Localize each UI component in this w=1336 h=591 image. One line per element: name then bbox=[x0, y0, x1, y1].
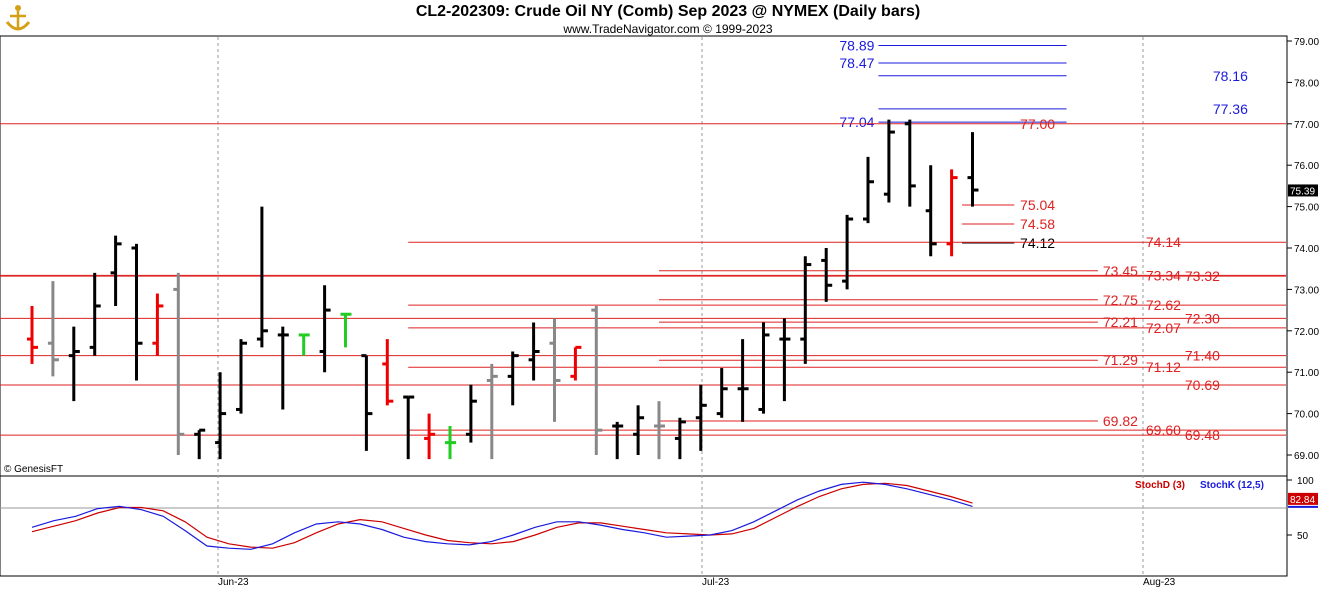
level-label: 73.34 bbox=[1146, 267, 1181, 283]
trade-navigator-logo-icon bbox=[4, 2, 32, 39]
level-label: 75.04 bbox=[1020, 197, 1055, 213]
level-label: 77.00 bbox=[1020, 116, 1055, 132]
stoch-series-line bbox=[31, 481, 973, 550]
level-label: 70.69 bbox=[1185, 377, 1220, 393]
level-label: 78.89 bbox=[839, 38, 874, 54]
gridlines bbox=[0, 37, 1287, 575]
y-tick-label: 72.00 bbox=[1294, 327, 1319, 338]
level-label: 72.62 bbox=[1146, 297, 1181, 313]
level-label: 69.60 bbox=[1146, 422, 1181, 438]
y-tick-label: 79.00 bbox=[1294, 37, 1319, 48]
level-label: 78.47 bbox=[839, 55, 874, 71]
ohlc-bars bbox=[27, 119, 979, 460]
level-label: 73.45 bbox=[1103, 263, 1138, 279]
chart-title: CL2-202309: Crude Oil NY (Comb) Sep 2023… bbox=[415, 3, 921, 20]
level-label: 77.04 bbox=[839, 114, 874, 130]
level-label: 72.07 bbox=[1146, 320, 1181, 336]
y-tick-label: 71.00 bbox=[1294, 368, 1319, 379]
plot-frame bbox=[0, 35, 1288, 577]
level-label: 78.16 bbox=[1213, 68, 1248, 84]
y-tick-label: 76.00 bbox=[1294, 161, 1319, 172]
y-tick-label: 70.00 bbox=[1294, 410, 1319, 421]
x-tick-label: Jul-23 bbox=[702, 577, 730, 588]
last-price-badge bbox=[1288, 184, 1318, 197]
stochd-legend: StochD (3) bbox=[1135, 480, 1185, 491]
level-label: 72.21 bbox=[1103, 314, 1138, 330]
watermark: © GenesisFT bbox=[4, 464, 63, 475]
y-tick-label: 74.00 bbox=[1294, 244, 1319, 255]
y-tick-label: 73.00 bbox=[1294, 285, 1319, 296]
stoch-y-tick-label: 100 bbox=[1297, 476, 1314, 487]
stochastic-panel: 100 50 StochD (3) StochK (12,5) 82.84 bbox=[31, 476, 1318, 550]
level-label: 74.12 bbox=[1020, 235, 1055, 251]
x-tick-label: Aug-23 bbox=[1143, 577, 1176, 588]
level-label: 71.12 bbox=[1146, 359, 1181, 375]
stochk-legend: StochK (12,5) bbox=[1200, 480, 1264, 491]
date-axis: Jun-23 Jul-23 Aug-23 bbox=[218, 577, 1176, 588]
level-label: 77.36 bbox=[1213, 101, 1248, 117]
level-label: 72.75 bbox=[1103, 292, 1138, 308]
y-tick-label: 78.00 bbox=[1294, 78, 1319, 89]
level-label: 69.48 bbox=[1185, 427, 1220, 443]
stoch-y-tick-label: 50 bbox=[1297, 531, 1309, 542]
level-label: 69.82 bbox=[1103, 413, 1138, 429]
last-price-label: 75.39 bbox=[1290, 186, 1315, 197]
stoch-last-badge bbox=[1288, 492, 1318, 505]
chart-subtitle: www.TradeNavigator.com © 1999-2023 bbox=[563, 22, 773, 36]
y-tick-label: 69.00 bbox=[1294, 451, 1319, 462]
stoch-series-line bbox=[31, 482, 973, 549]
level-label: 74.58 bbox=[1020, 216, 1055, 232]
level-label: 71.29 bbox=[1103, 352, 1138, 368]
level-label: 73.32 bbox=[1185, 268, 1220, 284]
stoch-last-label: 82.84 bbox=[1290, 495, 1315, 506]
level-label: 71.40 bbox=[1185, 348, 1220, 364]
level-label: 72.30 bbox=[1185, 310, 1220, 326]
y-tick-label: 77.00 bbox=[1294, 120, 1319, 131]
price-axis: 79.00 78.00 77.00 76.00 75.00 74.00 73.00 72.00… bbox=[1287, 37, 1319, 462]
x-tick-label: Jun-23 bbox=[218, 577, 249, 588]
y-tick-label: 75.00 bbox=[1294, 203, 1319, 214]
level-label: 74.14 bbox=[1146, 234, 1181, 250]
